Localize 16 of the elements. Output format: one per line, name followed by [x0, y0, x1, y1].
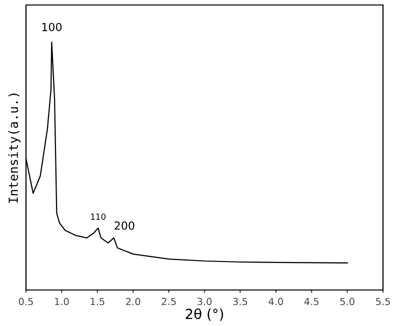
x-tick-label: 2.5	[162, 298, 176, 306]
x-tick-label: 5.0	[340, 298, 354, 306]
x-tick-label: 5.5	[376, 298, 390, 306]
x-tick-label: 4.0	[268, 298, 283, 306]
annotation: 110	[91, 214, 106, 220]
x-tick-label: 3.0	[198, 298, 212, 306]
x-tick-label: 0.5	[18, 298, 33, 306]
annotation: 200	[114, 221, 134, 230]
x-tick-label: 1.5	[90, 298, 104, 306]
x-tick-label: 3.5	[233, 298, 248, 306]
y-axis-title: Intensity(a.u.)	[8, 94, 20, 203]
x-axis-title: 2θ (°)	[186, 308, 224, 321]
x-tick-label: 1.0	[55, 298, 69, 306]
x-tick-label: 2.0	[126, 298, 140, 306]
x-tick-label: 4.5	[304, 298, 318, 306]
annotation: 100	[42, 22, 62, 32]
